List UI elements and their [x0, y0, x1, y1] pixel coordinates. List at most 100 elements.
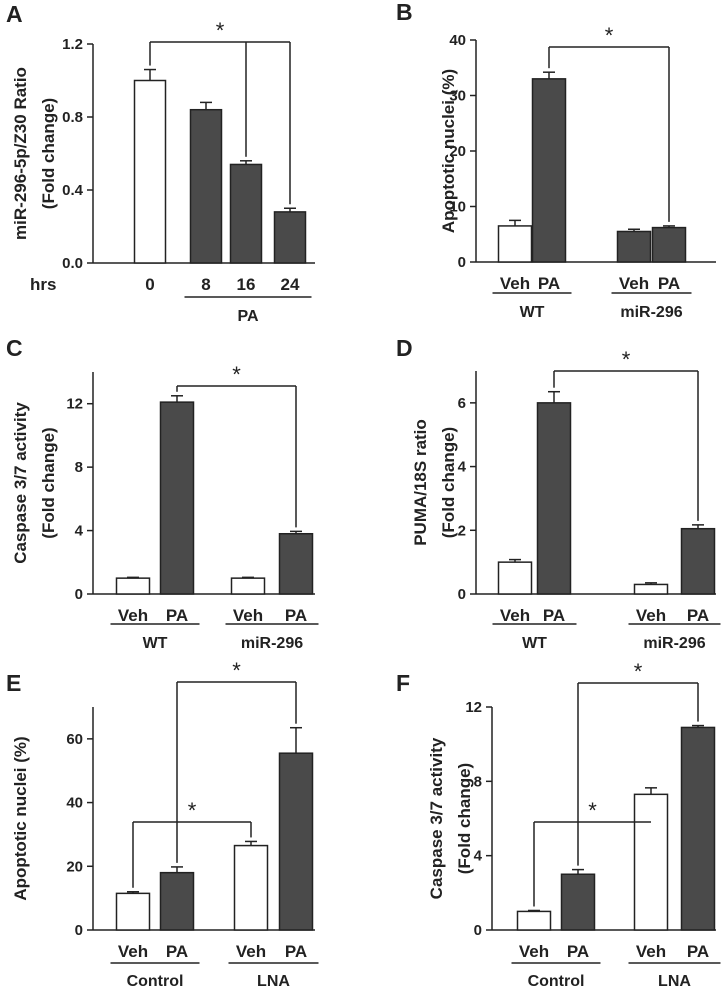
significance-star: * — [605, 23, 614, 48]
significance-star: * — [216, 18, 225, 43]
y-tick-label: 0 — [458, 586, 466, 603]
category-label: Veh — [500, 606, 530, 625]
group-label: Control — [528, 973, 585, 990]
category-label: PA — [166, 942, 188, 961]
y-tick-label: 2 — [458, 522, 466, 539]
y-axis-label: miR-296-5p/Z30 Ratio — [11, 67, 30, 240]
category-label: Veh — [118, 606, 148, 625]
y-tick-label: 1.2 — [62, 36, 83, 53]
y-axis-label: Caspase 3/7 activity — [427, 737, 446, 899]
bar — [497, 561, 533, 595]
category-label: PA — [543, 606, 565, 625]
bar — [115, 892, 151, 931]
y-tick-label: 8 — [75, 459, 83, 476]
bar — [115, 577, 151, 595]
category-label: PA — [285, 606, 307, 625]
bar — [229, 163, 263, 264]
category-label: PA — [285, 942, 307, 961]
y-tick-label: 0 — [474, 922, 482, 939]
y-axis-label: (Fold change) — [39, 98, 58, 209]
significance-star: * — [588, 798, 597, 823]
category-label: Veh — [236, 942, 266, 961]
panel-d: D PUMA/18S ratio (Fold change) 0 2 4 6 Veh PA Veh… — [396, 335, 721, 652]
bar — [680, 527, 716, 595]
group-label: WT — [143, 635, 168, 652]
bar — [278, 532, 314, 595]
category-label: Veh — [233, 606, 263, 625]
group-label: miR-296 — [643, 635, 705, 652]
category-label: Veh — [118, 942, 148, 961]
y-tick-label: 30 — [449, 88, 466, 105]
group-label: PA — [237, 308, 258, 325]
group-label: WT — [520, 304, 545, 321]
category-label: 24 — [281, 275, 300, 294]
bar — [497, 225, 533, 263]
panel-letter: F — [396, 670, 410, 696]
y-tick-label: 0 — [75, 586, 83, 603]
category-label: PA — [687, 942, 709, 961]
bar — [536, 402, 572, 595]
x-axis-prefix-label: hrs — [30, 275, 56, 294]
panel-letter: A — [6, 1, 23, 27]
y-tick-label: 12 — [66, 396, 83, 413]
y-tick-label: 10 — [449, 199, 466, 216]
significance-star: * — [634, 659, 643, 684]
category-label: 16 — [237, 275, 256, 294]
y-tick-label: 40 — [449, 32, 466, 49]
y-tick-label: 40 — [66, 795, 83, 812]
panel-letter: E — [6, 670, 21, 696]
panel-letter: B — [396, 0, 413, 25]
category-label: Veh — [636, 942, 666, 961]
group-label: LNA — [658, 973, 691, 990]
y-tick-label: 0.8 — [62, 109, 83, 126]
group-label: miR-296 — [241, 635, 303, 652]
group-label: LNA — [257, 973, 290, 990]
bar — [273, 211, 307, 264]
bar — [531, 78, 567, 263]
y-tick-label: 4 — [75, 523, 84, 540]
category-label: PA — [538, 274, 560, 293]
panel-letter: C — [6, 335, 23, 361]
y-tick-label: 4 — [458, 459, 467, 476]
category-label: PA — [687, 606, 709, 625]
y-axis-label: PUMA/18S ratio — [411, 419, 430, 546]
significance-star: * — [622, 347, 631, 372]
y-tick-label: 6 — [458, 395, 466, 412]
y-axis-label: Apoptotic nuclei (%) — [11, 736, 30, 900]
category-label: PA — [567, 942, 589, 961]
panel-f: F Caspase 3/7 activity (Fold change) 0 4 8 12 V… — [396, 659, 721, 990]
y-axis-label: (Fold change) — [439, 427, 458, 538]
panel-b: B Apoptotic nuclei (%) 0 10 20 30 40 Veh PA Veh PA… — [396, 0, 716, 321]
bar — [560, 873, 596, 931]
category-label: Veh — [519, 942, 549, 961]
category-label: PA — [166, 606, 188, 625]
bar — [278, 752, 314, 931]
y-axis-label: Caspase 3/7 activity — [11, 402, 30, 564]
category-label: 8 — [201, 275, 210, 294]
bar — [651, 226, 687, 263]
significance-star: * — [232, 362, 241, 387]
panel-letter: D — [396, 335, 413, 361]
category-label: Veh — [636, 606, 666, 625]
bar — [159, 871, 195, 931]
significance-star: * — [188, 798, 197, 823]
significance-star: * — [232, 658, 241, 683]
category-label: Veh — [500, 274, 530, 293]
y-tick-label: 4 — [474, 848, 483, 865]
group-label: WT — [522, 635, 547, 652]
category-label: PA — [658, 274, 680, 293]
y-tick-label: 0 — [458, 254, 466, 271]
category-label: Veh — [619, 274, 649, 293]
bar — [633, 793, 669, 931]
y-axis-label: Apoptotic nuclei (%) — [439, 69, 458, 233]
y-tick-label: 12 — [465, 699, 482, 716]
y-axis-label: (Fold change) — [455, 763, 474, 874]
y-axis-label: (Fold change) — [39, 427, 58, 538]
bar — [189, 108, 223, 264]
bar — [159, 401, 195, 595]
bar — [633, 583, 669, 595]
y-tick-label: 0.4 — [62, 182, 84, 199]
y-tick-label: 8 — [474, 773, 482, 790]
